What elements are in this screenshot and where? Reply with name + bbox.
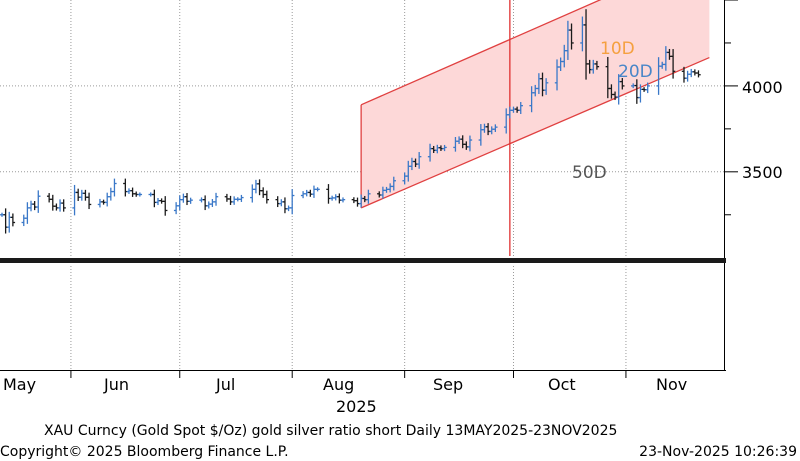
trend-channel-lower-line (360, 56, 710, 209)
annotation-50d: 50D (572, 163, 607, 183)
trend-channel-fill (361, 0, 710, 208)
price-bar (86, 192, 92, 210)
price-bar (569, 23, 574, 50)
annotation-20d: 20D (618, 62, 653, 82)
chart-title: XAU Curncy (Gold Spot $/Oz) gold silver … (44, 423, 617, 439)
price-bar (340, 197, 346, 203)
price-bar (366, 189, 371, 204)
x-tick-label-jun: Jun (103, 375, 129, 394)
timestamp-text: 23-Nov-2025 10:26:39 (639, 444, 797, 460)
x-tick-label-sep: Sep (433, 375, 463, 394)
y-tick-label-4000: 4000 (742, 78, 783, 97)
price-bars (0, 9, 701, 234)
price-bar (112, 178, 117, 197)
x-tick-label-nov: Nov (656, 375, 687, 394)
price-bar (620, 78, 625, 90)
price-bar (213, 192, 219, 206)
copyright-text: Copyright© 2025 Bloomberg Finance L.P. (0, 444, 289, 460)
price-bar (670, 49, 676, 79)
price-bar (594, 60, 600, 70)
price-bar (264, 190, 270, 204)
price-bar (36, 190, 41, 213)
price-bar (188, 197, 193, 204)
panel-separator (0, 258, 726, 263)
annotation-10d: 10D (600, 39, 635, 59)
price-bar (315, 187, 320, 192)
price-bar (163, 196, 168, 216)
price-bar (518, 101, 523, 114)
price-bar (696, 70, 701, 78)
price-bar (391, 176, 396, 191)
y-axis-ticks (724, 0, 738, 216)
y-tick-label-3500: 3500 (742, 163, 783, 182)
price-bar (61, 199, 66, 212)
x-tick-label-oct: Oct (548, 375, 576, 394)
lower-panel (0, 264, 724, 370)
price-bar (543, 78, 549, 95)
x-tick-label-aug: Aug (323, 375, 354, 394)
price-bar (137, 192, 143, 197)
x-tick-label-may: May (3, 375, 36, 394)
price-bar (467, 135, 473, 152)
x-axis-ticks (70, 370, 627, 378)
price-bar (442, 144, 447, 152)
price-bar (416, 152, 422, 169)
x-tick-label-jul: Jul (215, 375, 235, 394)
price-bar (645, 82, 650, 94)
price-bar (290, 189, 295, 215)
trend-channel-upper-line (360, 0, 602, 106)
price-bar (239, 194, 244, 202)
price-bar (493, 124, 498, 132)
price-bar (10, 213, 16, 227)
x-year-label: 2025 (336, 397, 377, 416)
